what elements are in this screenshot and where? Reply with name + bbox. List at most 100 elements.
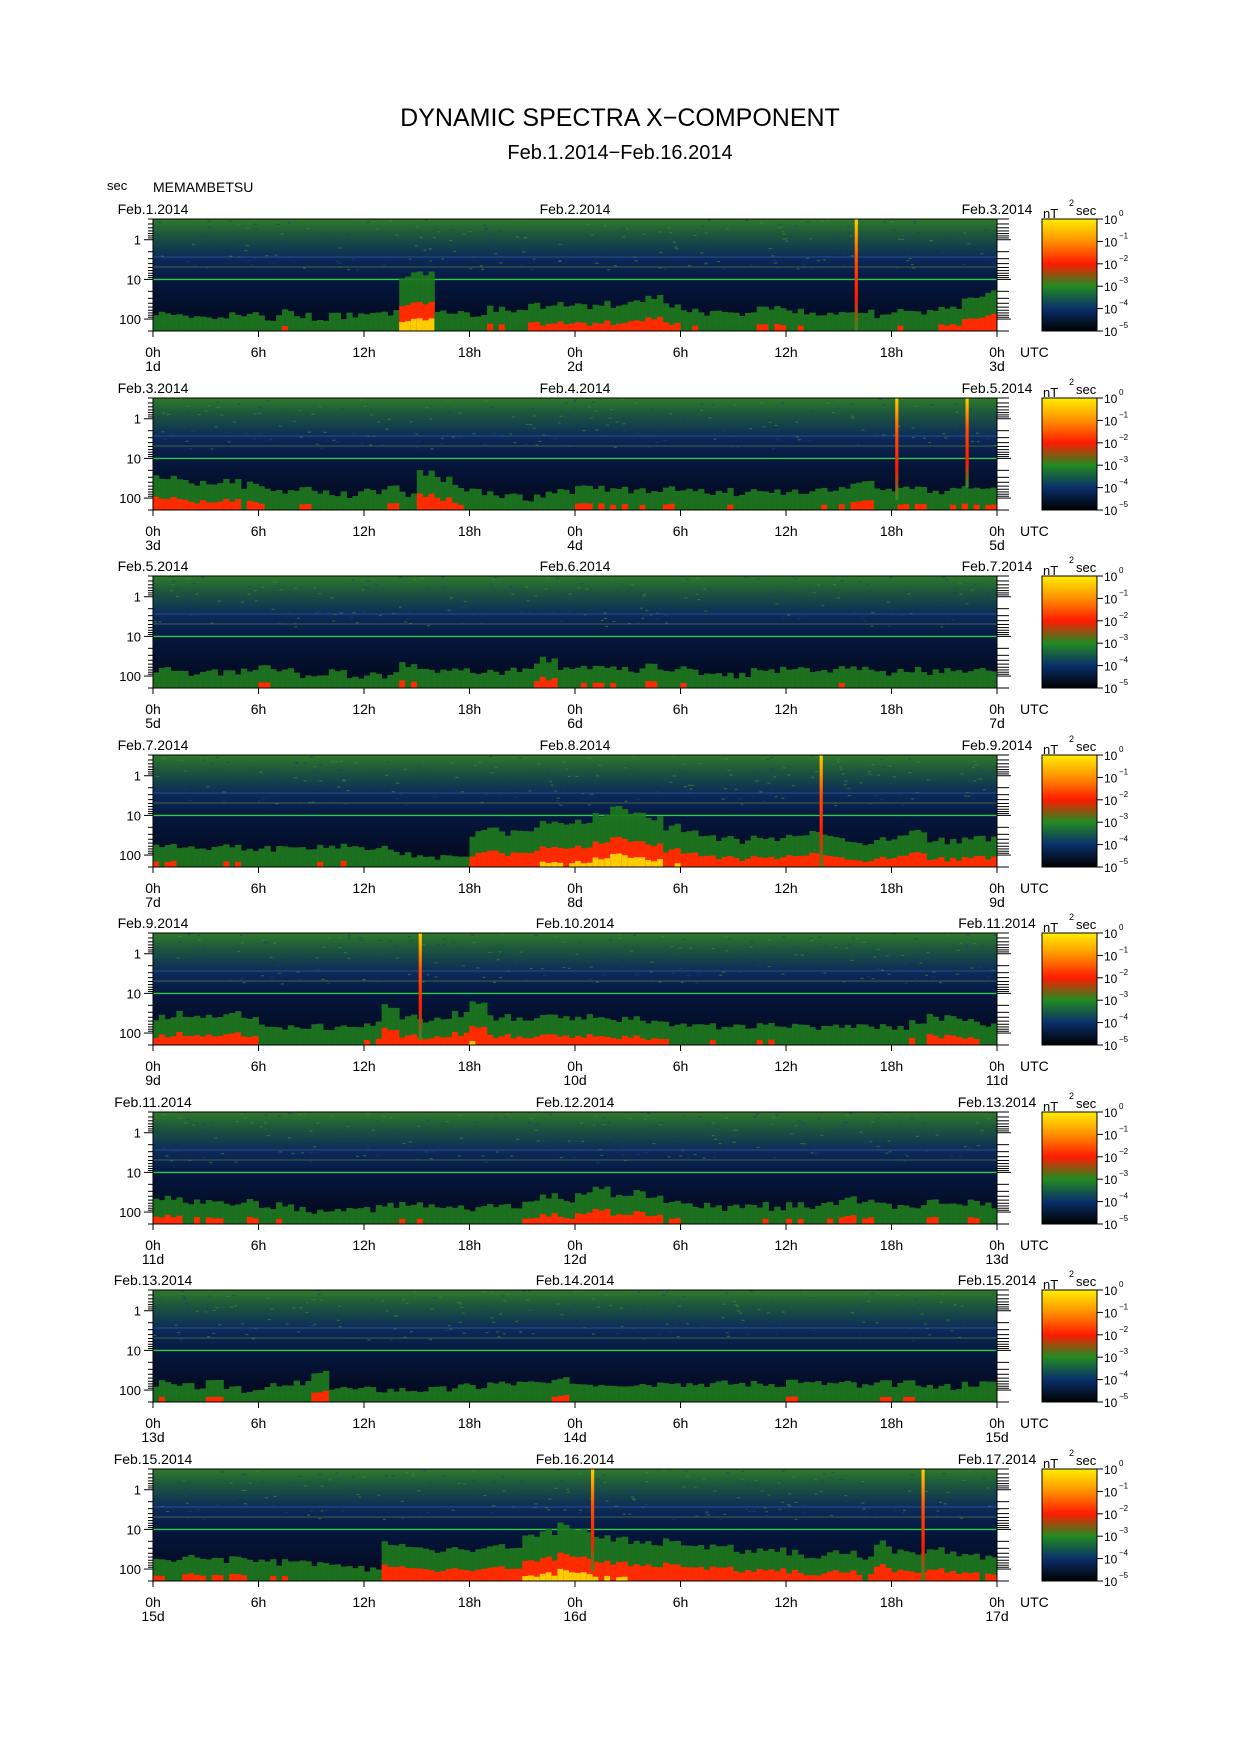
noise-speck xyxy=(905,1493,909,1496)
activity-green xyxy=(287,311,295,331)
activity-green xyxy=(821,670,828,688)
noise-speck xyxy=(869,780,873,782)
noise-speck xyxy=(269,255,273,257)
activity-green xyxy=(815,488,822,510)
noise-speck xyxy=(411,1475,415,1477)
noise-speck xyxy=(968,1148,972,1150)
noise-speck xyxy=(570,242,574,244)
activity-green xyxy=(733,496,740,510)
noise-speck xyxy=(363,610,367,613)
activity-yellow xyxy=(545,863,552,867)
noise-speck xyxy=(224,778,228,780)
noise-speck xyxy=(867,1300,871,1302)
activity-green xyxy=(821,487,828,510)
activity-green xyxy=(475,489,482,510)
noise-speck xyxy=(713,432,716,435)
activity-green xyxy=(979,1381,986,1402)
noise-speck xyxy=(210,763,214,765)
noise-speck xyxy=(617,257,621,259)
noise-speck xyxy=(241,1323,245,1325)
noise-speck xyxy=(882,404,886,406)
noise-speck xyxy=(818,936,822,938)
activity-red xyxy=(662,322,670,331)
noise-speck xyxy=(814,1493,818,1495)
y-tick-label: 10 xyxy=(127,272,141,287)
colorbar xyxy=(1041,1111,1098,1225)
noise-speck xyxy=(687,1157,691,1159)
noise-speck xyxy=(686,1475,690,1477)
noise-speck xyxy=(707,1124,711,1126)
activity-green xyxy=(903,1380,910,1402)
colorbar-tick-label: 10 xyxy=(1104,816,1118,830)
activity-green xyxy=(739,1024,746,1045)
activity-green xyxy=(311,1373,318,1402)
panel-start-date: Feb.11.2014 xyxy=(114,1094,192,1110)
activity-green xyxy=(528,1381,535,1402)
noise-speck xyxy=(449,762,453,764)
activity-green xyxy=(211,1017,218,1045)
activity-green xyxy=(492,311,500,331)
noise-speck xyxy=(929,240,933,242)
activity-red xyxy=(803,855,810,867)
activity-green xyxy=(387,485,394,510)
noise-speck xyxy=(965,603,969,605)
noise-speck xyxy=(619,583,623,585)
x-tick-label: 6h xyxy=(251,1058,267,1074)
noise-speck xyxy=(939,1301,943,1303)
activity-red xyxy=(879,1564,887,1581)
noise-speck xyxy=(657,1334,661,1336)
activity-green xyxy=(844,668,851,688)
activity-red xyxy=(498,853,506,867)
noise-speck xyxy=(550,784,554,786)
noise-speck xyxy=(916,1135,919,1137)
activity-green xyxy=(340,319,347,331)
activity-green xyxy=(405,1205,412,1224)
noise-speck xyxy=(202,1157,206,1159)
activity-green xyxy=(780,1026,787,1045)
noise-speck xyxy=(528,790,532,792)
noise-speck xyxy=(376,228,379,230)
noise-speck xyxy=(773,776,777,778)
noise-speck xyxy=(958,1515,962,1517)
noise-speck xyxy=(778,1508,782,1510)
activity-red xyxy=(604,1036,611,1045)
activity-green xyxy=(317,1562,324,1581)
noise-speck xyxy=(787,614,790,616)
activity-red xyxy=(539,676,547,688)
activity-green xyxy=(580,665,588,688)
noise-speck xyxy=(715,241,719,243)
noise-speck xyxy=(847,795,851,797)
noise-speck xyxy=(924,1323,927,1325)
activity-red xyxy=(914,852,922,867)
activity-red xyxy=(645,844,652,867)
activity-red xyxy=(551,678,558,688)
activity-green xyxy=(428,1020,435,1045)
noise-speck xyxy=(302,961,306,963)
noise-speck xyxy=(610,409,613,411)
colorbar-unit-suffix: sec xyxy=(1076,1274,1097,1289)
activity-green xyxy=(176,1385,183,1402)
activity-green xyxy=(786,834,793,867)
activity-green xyxy=(422,668,429,688)
noise-speck xyxy=(775,439,779,441)
noise-speck xyxy=(590,593,594,595)
activity-green xyxy=(709,673,717,688)
activity-green xyxy=(610,1385,617,1402)
activity-green xyxy=(750,489,758,510)
activity-green xyxy=(205,1200,213,1224)
noise-speck xyxy=(890,221,893,223)
noise-speck xyxy=(966,934,970,936)
impulse-spike xyxy=(965,398,969,488)
noise-speck xyxy=(471,934,475,936)
activity-green xyxy=(270,1026,277,1045)
activity-green xyxy=(229,847,236,867)
activity-green xyxy=(323,1211,330,1224)
noise-speck xyxy=(546,1509,550,1511)
noise-speck xyxy=(411,1138,415,1140)
panel-mid-date: Feb.2.2014 xyxy=(540,201,611,217)
noise-speck xyxy=(766,758,769,760)
noise-speck xyxy=(844,780,848,782)
activity-red xyxy=(387,1566,394,1581)
noise-speck xyxy=(876,1145,880,1148)
noise-speck xyxy=(447,411,451,413)
